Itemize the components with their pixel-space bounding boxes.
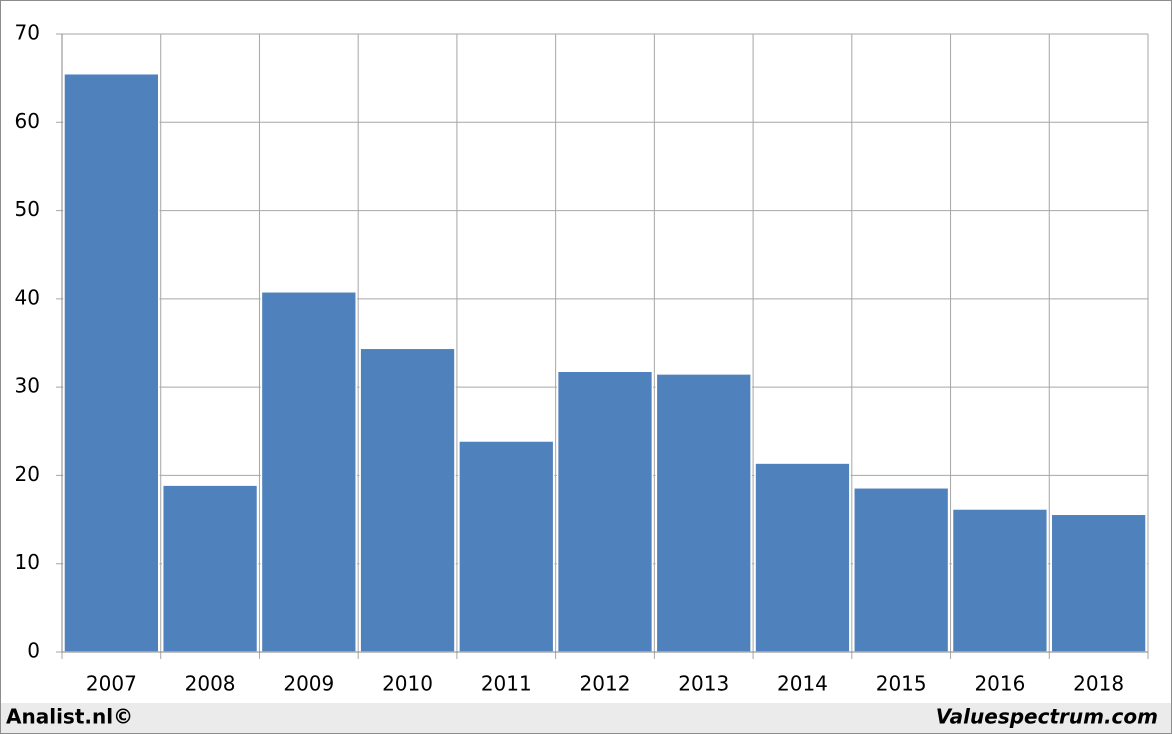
- y-tick-label: 50: [15, 197, 40, 221]
- x-tick-label: 2015: [876, 672, 927, 696]
- x-tick-label: 2009: [283, 672, 334, 696]
- x-tick-label: 2010: [382, 672, 433, 696]
- y-tick-label: 30: [15, 374, 40, 398]
- y-tick-label: 70: [15, 21, 40, 45]
- footer-right: Valuespectrum.com: [936, 705, 1158, 729]
- x-tick-label: 2007: [86, 672, 137, 696]
- bar: [556, 370, 654, 653]
- y-tick-label: 20: [15, 462, 40, 486]
- footer-left: Analist.nl©: [6, 705, 133, 729]
- bar: [853, 487, 950, 653]
- x-tick-label: 2014: [777, 672, 828, 696]
- x-tick-label: 2008: [185, 672, 236, 696]
- x-tick-label: 2018: [1073, 672, 1124, 696]
- y-tick-label: 10: [15, 550, 40, 574]
- y-tick-label: 40: [15, 285, 40, 309]
- bar: [359, 347, 456, 653]
- x-tick-label: 2011: [481, 672, 532, 696]
- bar: [951, 508, 1049, 653]
- bar: [655, 373, 752, 653]
- bar: [1050, 513, 1147, 653]
- x-tick-label: 2013: [678, 672, 729, 696]
- footer-bar: [1, 703, 1171, 733]
- x-tick-label: 2012: [580, 672, 631, 696]
- bar: [260, 291, 357, 653]
- bar: [458, 440, 555, 653]
- y-tick-label: 0: [27, 639, 40, 663]
- x-tick-label: 2016: [974, 672, 1025, 696]
- bar: [754, 462, 851, 653]
- bar: [63, 72, 160, 653]
- y-tick-label: 60: [15, 109, 40, 133]
- bar: [161, 484, 259, 653]
